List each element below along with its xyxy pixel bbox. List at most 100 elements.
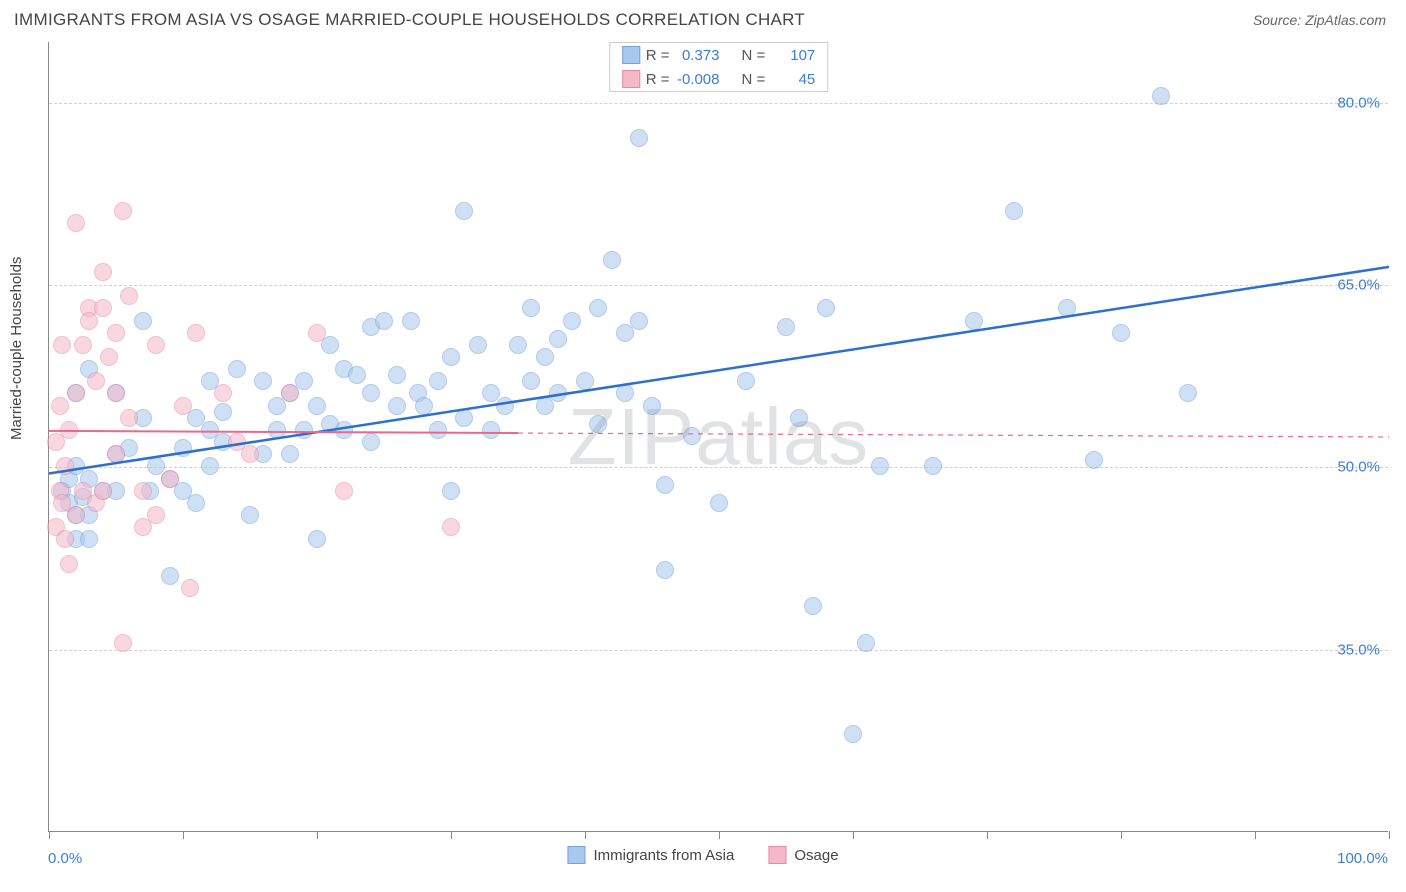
data-point — [281, 384, 299, 402]
data-point — [80, 530, 98, 548]
data-point — [181, 579, 199, 597]
n-label: N = — [742, 47, 766, 64]
data-point — [161, 470, 179, 488]
data-point — [563, 312, 581, 330]
x-tick-label: 100.0% — [1337, 850, 1388, 867]
x-tick — [317, 831, 318, 839]
data-point — [683, 427, 701, 445]
data-point — [455, 202, 473, 220]
data-point — [844, 725, 862, 743]
data-point — [107, 324, 125, 342]
data-point — [402, 312, 420, 330]
y-tick-label: 65.0% — [1337, 277, 1380, 294]
data-point — [56, 457, 74, 475]
data-point — [87, 372, 105, 390]
data-point — [134, 482, 152, 500]
data-point — [656, 561, 674, 579]
data-point — [67, 384, 85, 402]
r-label: R = — [646, 71, 670, 88]
data-point — [790, 409, 808, 427]
data-point — [871, 457, 889, 475]
data-point — [94, 299, 112, 317]
data-point — [335, 482, 353, 500]
data-point — [214, 403, 232, 421]
data-point — [348, 366, 366, 384]
data-point — [589, 299, 607, 317]
data-point — [107, 384, 125, 402]
chart-container: ZIPatlas 35.0%50.0%65.0%80.0%R =0.373N =… — [48, 42, 1388, 832]
data-point — [630, 129, 648, 147]
y-axis-label: Married-couple Households — [8, 257, 25, 440]
legend-swatch — [622, 46, 640, 64]
y-tick-label: 35.0% — [1337, 641, 1380, 658]
data-point — [924, 457, 942, 475]
r-label: R = — [646, 47, 670, 64]
data-point — [174, 439, 192, 457]
data-point — [616, 384, 634, 402]
x-tick — [585, 831, 586, 839]
gridline-h — [49, 650, 1388, 651]
data-point — [429, 372, 447, 390]
data-point — [442, 518, 460, 536]
data-point — [777, 318, 795, 336]
x-tick — [49, 831, 50, 839]
data-point — [549, 384, 567, 402]
gridline-h — [49, 103, 1388, 104]
data-point — [281, 445, 299, 463]
data-point — [375, 312, 393, 330]
data-point — [656, 476, 674, 494]
series-legend: Immigrants from AsiaOsage — [567, 846, 838, 864]
trendlines — [49, 42, 1389, 832]
chart-title: IMMIGRANTS FROM ASIA VS OSAGE MARRIED-CO… — [14, 10, 805, 30]
data-point — [603, 251, 621, 269]
data-point — [308, 530, 326, 548]
data-point — [335, 421, 353, 439]
x-tick — [719, 831, 720, 839]
data-point — [241, 506, 259, 524]
x-tick-label: 0.0% — [48, 850, 82, 867]
data-point — [94, 482, 112, 500]
x-tick — [987, 831, 988, 839]
gridline-h — [49, 467, 1388, 468]
legend-swatch — [622, 70, 640, 88]
data-point — [549, 330, 567, 348]
legend-label: Immigrants from Asia — [593, 847, 734, 864]
data-point — [60, 555, 78, 573]
data-point — [51, 397, 69, 415]
data-point — [1085, 451, 1103, 469]
data-point — [388, 397, 406, 415]
trend-line-solid — [49, 267, 1389, 474]
y-tick-label: 50.0% — [1337, 459, 1380, 476]
data-point — [228, 360, 246, 378]
data-point — [857, 634, 875, 652]
stats-legend: R =0.373N =107R =-0.008N =45 — [609, 42, 829, 92]
data-point — [56, 530, 74, 548]
data-point — [388, 366, 406, 384]
data-point — [107, 445, 125, 463]
data-point — [482, 421, 500, 439]
data-point — [295, 421, 313, 439]
data-point — [321, 336, 339, 354]
watermark: ZIPatlas — [568, 391, 869, 483]
data-point — [522, 299, 540, 317]
data-point — [429, 421, 447, 439]
data-point — [496, 397, 514, 415]
data-point — [1152, 87, 1170, 105]
data-point — [362, 384, 380, 402]
gridline-h — [49, 285, 1388, 286]
data-point — [53, 336, 71, 354]
data-point — [1112, 324, 1130, 342]
data-point — [161, 567, 179, 585]
data-point — [214, 384, 232, 402]
data-point — [817, 299, 835, 317]
legend-swatch — [768, 846, 786, 864]
data-point — [308, 324, 326, 342]
data-point — [630, 312, 648, 330]
data-point — [362, 433, 380, 451]
data-point — [1005, 202, 1023, 220]
source-attribution: Source: ZipAtlas.com — [1253, 12, 1386, 28]
x-tick — [451, 831, 452, 839]
x-tick — [1121, 831, 1122, 839]
trend-line-dashed — [518, 433, 1389, 437]
data-point — [1179, 384, 1197, 402]
